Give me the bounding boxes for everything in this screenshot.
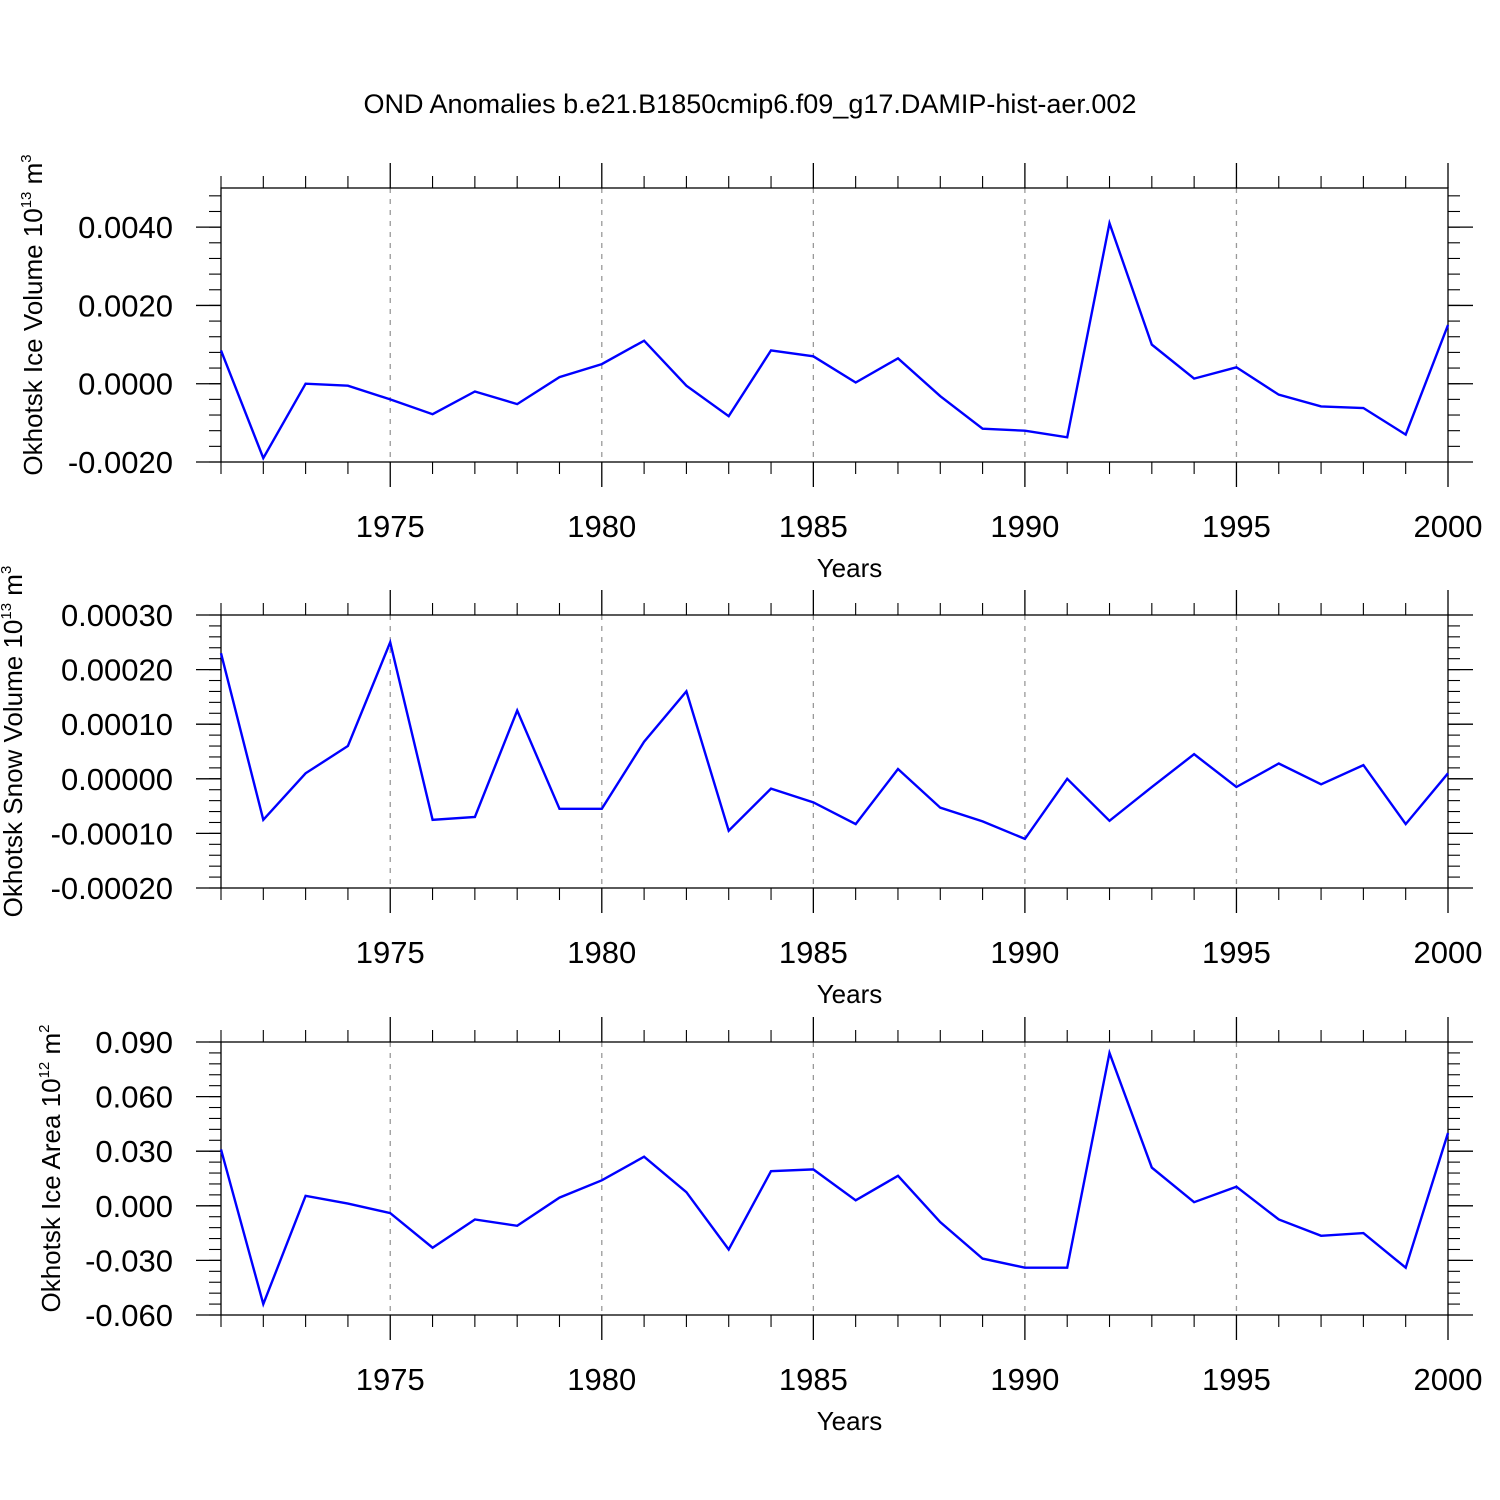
y-tick-label: -0.030 (85, 1243, 173, 1278)
y-tick-label: 0.0000 (78, 367, 173, 402)
y-tick-label: 0.030 (95, 1134, 173, 1169)
x-tick-label: 1980 (567, 1362, 636, 1397)
y-tick-label: -0.00020 (51, 871, 173, 906)
x-tick-label: 1975 (356, 509, 425, 544)
ice-volume-data-points (219, 221, 1450, 460)
x-tick-label: 1990 (990, 1362, 1059, 1397)
x-tick-label: 1995 (1202, 509, 1271, 544)
ice-area-series-line (219, 1048, 1450, 1308)
x-tick-label: 1990 (990, 509, 1059, 544)
y-tick-label: 0.000 (95, 1189, 173, 1224)
ice-volume-x-tick-labels: 1975 1980 1985 1990 1995 2000 (356, 509, 1483, 544)
x-tick-label: 1995 (1202, 1362, 1271, 1397)
y-tick-label: -0.00010 (51, 816, 173, 851)
ice-volume-ticks (196, 163, 1473, 487)
ice-area-gridlines (389, 1042, 1238, 1315)
y-tick-label: 0.00030 (61, 598, 173, 633)
ice-volume-gridlines (389, 188, 1238, 462)
y-tick-label: -0.060 (85, 1298, 173, 1333)
ice-area-y-axis-label: Okhotsk Ice Area 1012 m2 (36, 1024, 66, 1312)
chart-title: OND Anomalies b.e21.B1850cmip6.f09_g17.D… (364, 89, 1137, 119)
ice-area-data-points (219, 1051, 1450, 1306)
ice-area-y-tick-labels: -0.060 -0.030 0.000 0.030 0.060 0.090 (85, 1025, 173, 1333)
x-tick-label: 1985 (779, 509, 848, 544)
y-tick-label: 0.0040 (78, 210, 173, 245)
ice-volume-x-axis-label: Years (817, 553, 883, 583)
snow-volume-plot-frame (220, 614, 1449, 889)
ice-volume-plot-frame (220, 187, 1449, 463)
x-tick-label: 1980 (567, 935, 636, 970)
x-tick-label: 2000 (1414, 509, 1483, 544)
y-tick-label: -0.0020 (68, 445, 173, 480)
ice-area-ticks (196, 1017, 1473, 1340)
x-tick-label: 2000 (1414, 935, 1483, 970)
ice-area-plot-frame (220, 1041, 1449, 1316)
y-tick-label: 0.00010 (61, 707, 173, 742)
y-tick-label: 0.060 (95, 1080, 173, 1115)
snow-volume-gridlines (389, 615, 1238, 888)
ice-volume-y-axis-label: Okhotsk Ice Volume 1013 m3 (18, 154, 48, 475)
snow-volume-x-axis-label: Years (817, 979, 883, 1009)
y-tick-label: 0.00000 (61, 762, 173, 797)
x-tick-label: 1985 (779, 1362, 848, 1397)
ice-volume-series-line (219, 218, 1450, 461)
x-tick-label: 1985 (779, 935, 848, 970)
y-tick-label: 0.090 (95, 1025, 173, 1060)
snow-volume-ticks (196, 590, 1473, 913)
y-tick-label: 0.00020 (61, 653, 173, 688)
x-tick-label: 1995 (1202, 935, 1271, 970)
snow-volume-panel: -0.00020 -0.00010 0.00000 0.00010 0.00020 0.0… (0, 566, 1482, 1009)
ice-area-x-tick-labels: 1975 1980 1985 1990 1995 2000 (356, 1362, 1483, 1397)
snow-volume-data-points (219, 640, 1450, 841)
x-tick-label: 1975 (356, 1362, 425, 1397)
y-tick-label: 0.0020 (78, 288, 173, 323)
x-tick-label: 2000 (1414, 1362, 1483, 1397)
snow-volume-series-line (219, 638, 1449, 841)
snow-volume-x-tick-labels: 1975 1980 1985 1990 1995 2000 (356, 935, 1483, 970)
ice-area-x-axis-label: Years (817, 1406, 883, 1436)
x-tick-label: 1975 (356, 935, 425, 970)
snow-volume-y-tick-labels: -0.00020 -0.00010 0.00000 0.00010 0.00020 0.0… (51, 598, 173, 906)
x-tick-label: 1990 (990, 935, 1059, 970)
x-tick-label: 1980 (567, 509, 636, 544)
snow-volume-y-axis-label: Okhotsk Snow Volume 1013 m3 (0, 566, 28, 918)
ice-volume-y-tick-labels: -0.0020 0.0000 0.0020 0.0040 (68, 210, 173, 480)
ice-area-panel: -0.060 -0.030 0.000 0.030 0.060 0.090 1975 198… (36, 1017, 1482, 1436)
